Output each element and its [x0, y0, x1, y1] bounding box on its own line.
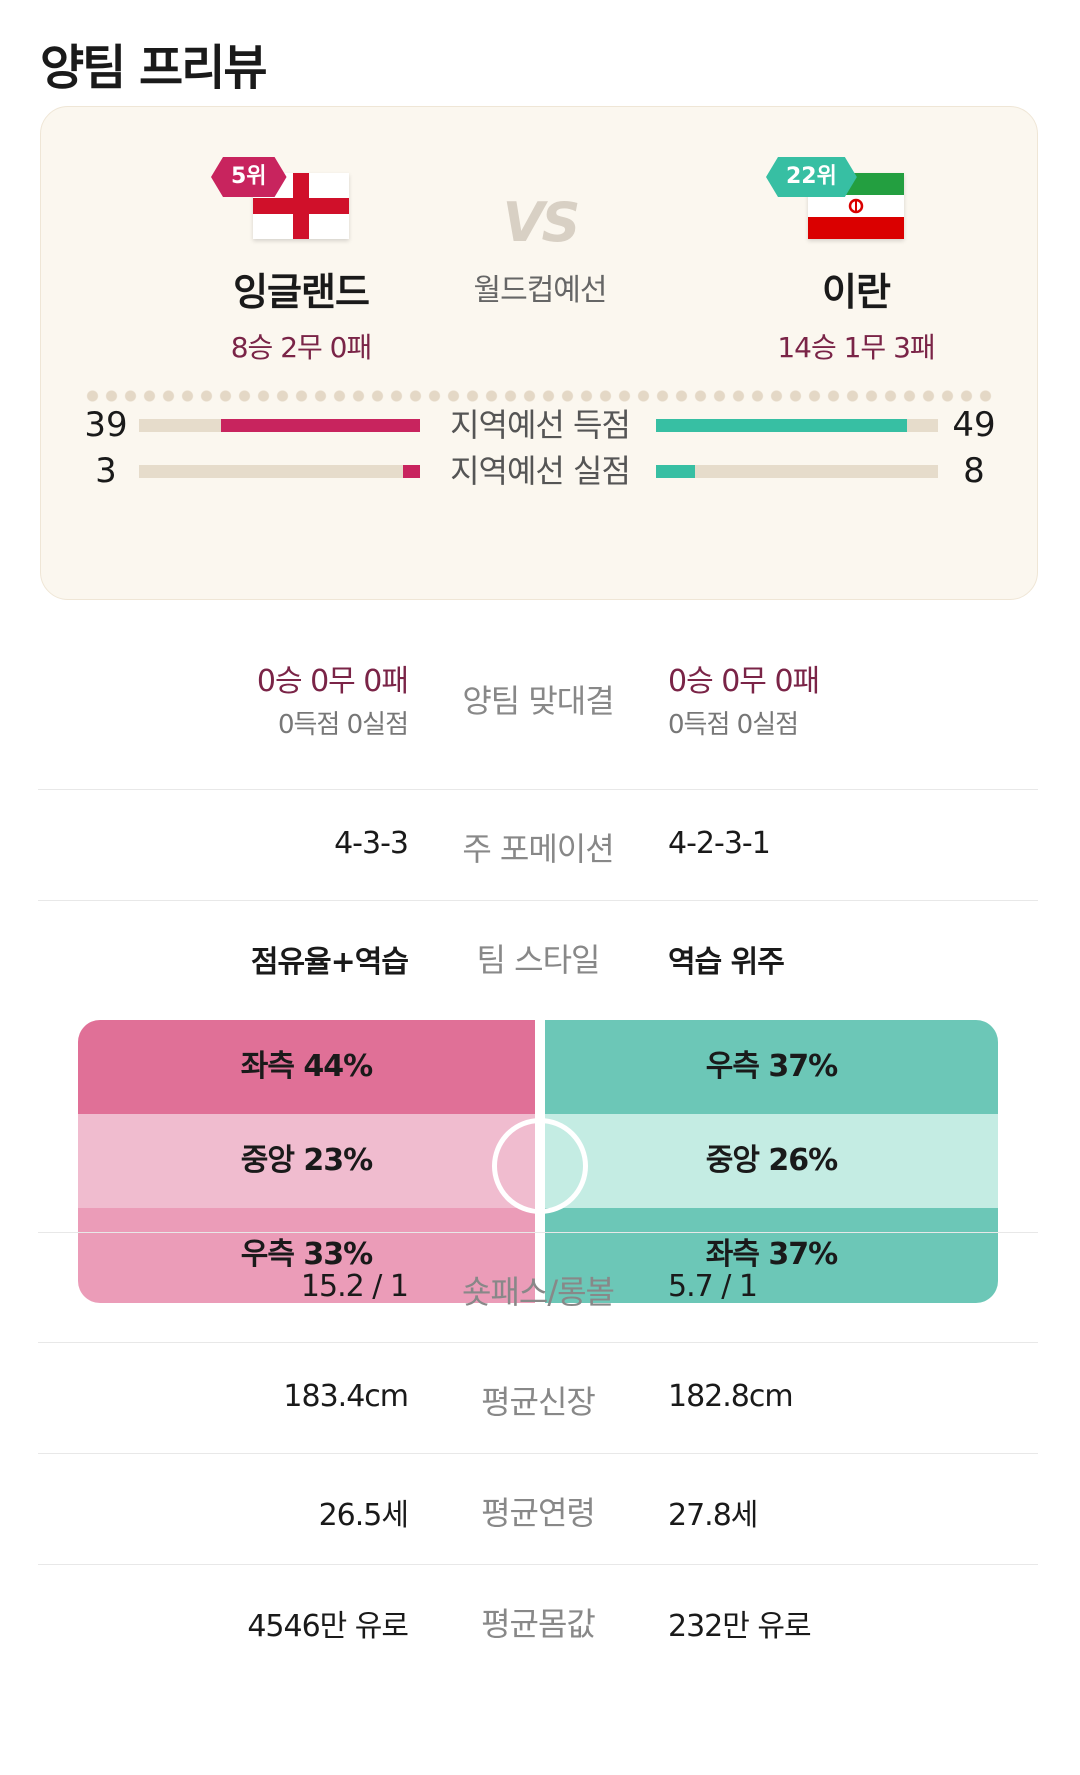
away-conceded-bar — [656, 465, 938, 478]
qualifier-conceded-label: 지역예선 실점 — [450, 452, 631, 490]
match-card: VS 월드컵예선 5위 잉글랜드 8승 2무 0패 — [40, 106, 1038, 600]
qualifier-conceded-row: 3 지역예선 실점 8 — [41, 451, 1039, 491]
home-zone-right: 우측 33% — [78, 1208, 535, 1303]
home-h2h-record: 0승 0무 0패 — [256, 664, 409, 699]
avg-value-row: 4546만 유로 평균몸값 232만 유로 — [38, 1565, 1038, 1685]
away-pass-ratio: 5.7 / 1 — [668, 1269, 758, 1304]
short-long-pass-row: 15.2 / 1 숏패스/롱볼 5.7 / 1 — [38, 1232, 1038, 1343]
away-team-name: 이란 — [822, 270, 891, 314]
team-style-label: 팀 스타일 — [476, 941, 601, 979]
qualifier-goals-row: 39 지역예선 득점 49 — [41, 405, 1039, 445]
away-formation: 4-2-3-1 — [668, 826, 771, 861]
away-zone-centre: 중앙 26% — [545, 1114, 998, 1208]
home-avg-age: 26.5세 — [318, 1498, 409, 1533]
away-qualifier-conceded: 8 — [963, 451, 985, 491]
vs-label: VS — [502, 191, 581, 254]
home-conceded-bar — [139, 465, 420, 478]
attack-zone-pitch: 좌측 44% 중앙 23% 우측 33% 우측 37% 중앙 26% 좌측 37… — [78, 1020, 998, 1303]
home-team-name: 잉글랜드 — [233, 270, 370, 314]
avg-age-row: 26.5세 평균연령 27.8세 — [38, 1454, 1038, 1565]
home-team-record: 8승 2무 0패 — [230, 331, 373, 364]
away-rank-badge: 22위 — [766, 157, 857, 197]
avg-value-label: 평균몸값 — [481, 1605, 596, 1643]
avg-age-label: 평균연령 — [481, 1494, 596, 1532]
home-zone-left: 좌측 44% — [78, 1020, 535, 1114]
home-rank-badge: 5위 — [211, 157, 287, 197]
away-h2h-goals: 0득점 0실점 — [668, 710, 799, 740]
competition-label: 월드컵예선 — [473, 273, 608, 308]
dotted-divider — [83, 389, 997, 403]
home-h2h-goals: 0득점 0실점 — [277, 710, 409, 740]
home-pass-ratio: 15.2 / 1 — [300, 1269, 409, 1304]
away-qualifier-goals: 49 — [952, 405, 996, 445]
away-avg-age: 27.8세 — [668, 1498, 758, 1533]
away-avg-height: 182.8cm — [668, 1379, 794, 1414]
home-zone-centre: 중앙 23% — [78, 1114, 535, 1208]
home-formation: 4-3-3 — [334, 826, 409, 861]
head-to-head-row: 0승 0무 0패 0득점 0실점 양팀 맞대결 0승 0무 0패 0득점 0실점 — [38, 640, 1038, 790]
qualifier-goals-label: 지역예선 득점 — [450, 406, 631, 444]
page-title: 양팀 프리뷰 — [40, 40, 268, 96]
home-avg-value: 4546만 유로 — [247, 1609, 409, 1644]
avg-height-label: 평균신장 — [481, 1383, 596, 1421]
home-avg-height: 183.4cm — [283, 1379, 409, 1414]
formation-label: 주 포메이션 — [462, 830, 614, 868]
away-h2h-record: 0승 0무 0패 — [668, 664, 820, 699]
team-style-row: 점유율+역습 팀 스타일 역습 위주 — [38, 901, 1038, 1001]
home-qualifier-goals: 39 — [84, 405, 128, 445]
away-team[interactable]: 22위 이란 14승 1무 3패 — [706, 107, 1006, 366]
avg-height-row: 183.4cm 평균신장 182.8cm — [38, 1343, 1038, 1454]
home-team[interactable]: 5위 잉글랜드 8승 2무 0패 — [151, 107, 451, 366]
away-team-record: 14승 1무 3패 — [777, 331, 935, 364]
home-goals-bar — [139, 419, 420, 432]
home-team-style: 점유율+역습 — [250, 945, 409, 980]
formation-row: 4-3-3 주 포메이션 4-2-3-1 — [38, 790, 1038, 901]
pass-ratio-label: 숏패스/롱볼 — [462, 1273, 615, 1311]
away-avg-value: 232만 유로 — [668, 1609, 812, 1644]
pitch-centre-circle — [492, 1118, 588, 1214]
away-zone-left: 좌측 37% — [545, 1208, 998, 1303]
away-team-style: 역습 위주 — [668, 945, 785, 980]
head-to-head-label: 양팀 맞대결 — [462, 682, 614, 720]
home-qualifier-conceded: 3 — [95, 451, 117, 491]
away-zone-right: 우측 37% — [545, 1020, 998, 1114]
away-goals-bar — [656, 419, 938, 432]
